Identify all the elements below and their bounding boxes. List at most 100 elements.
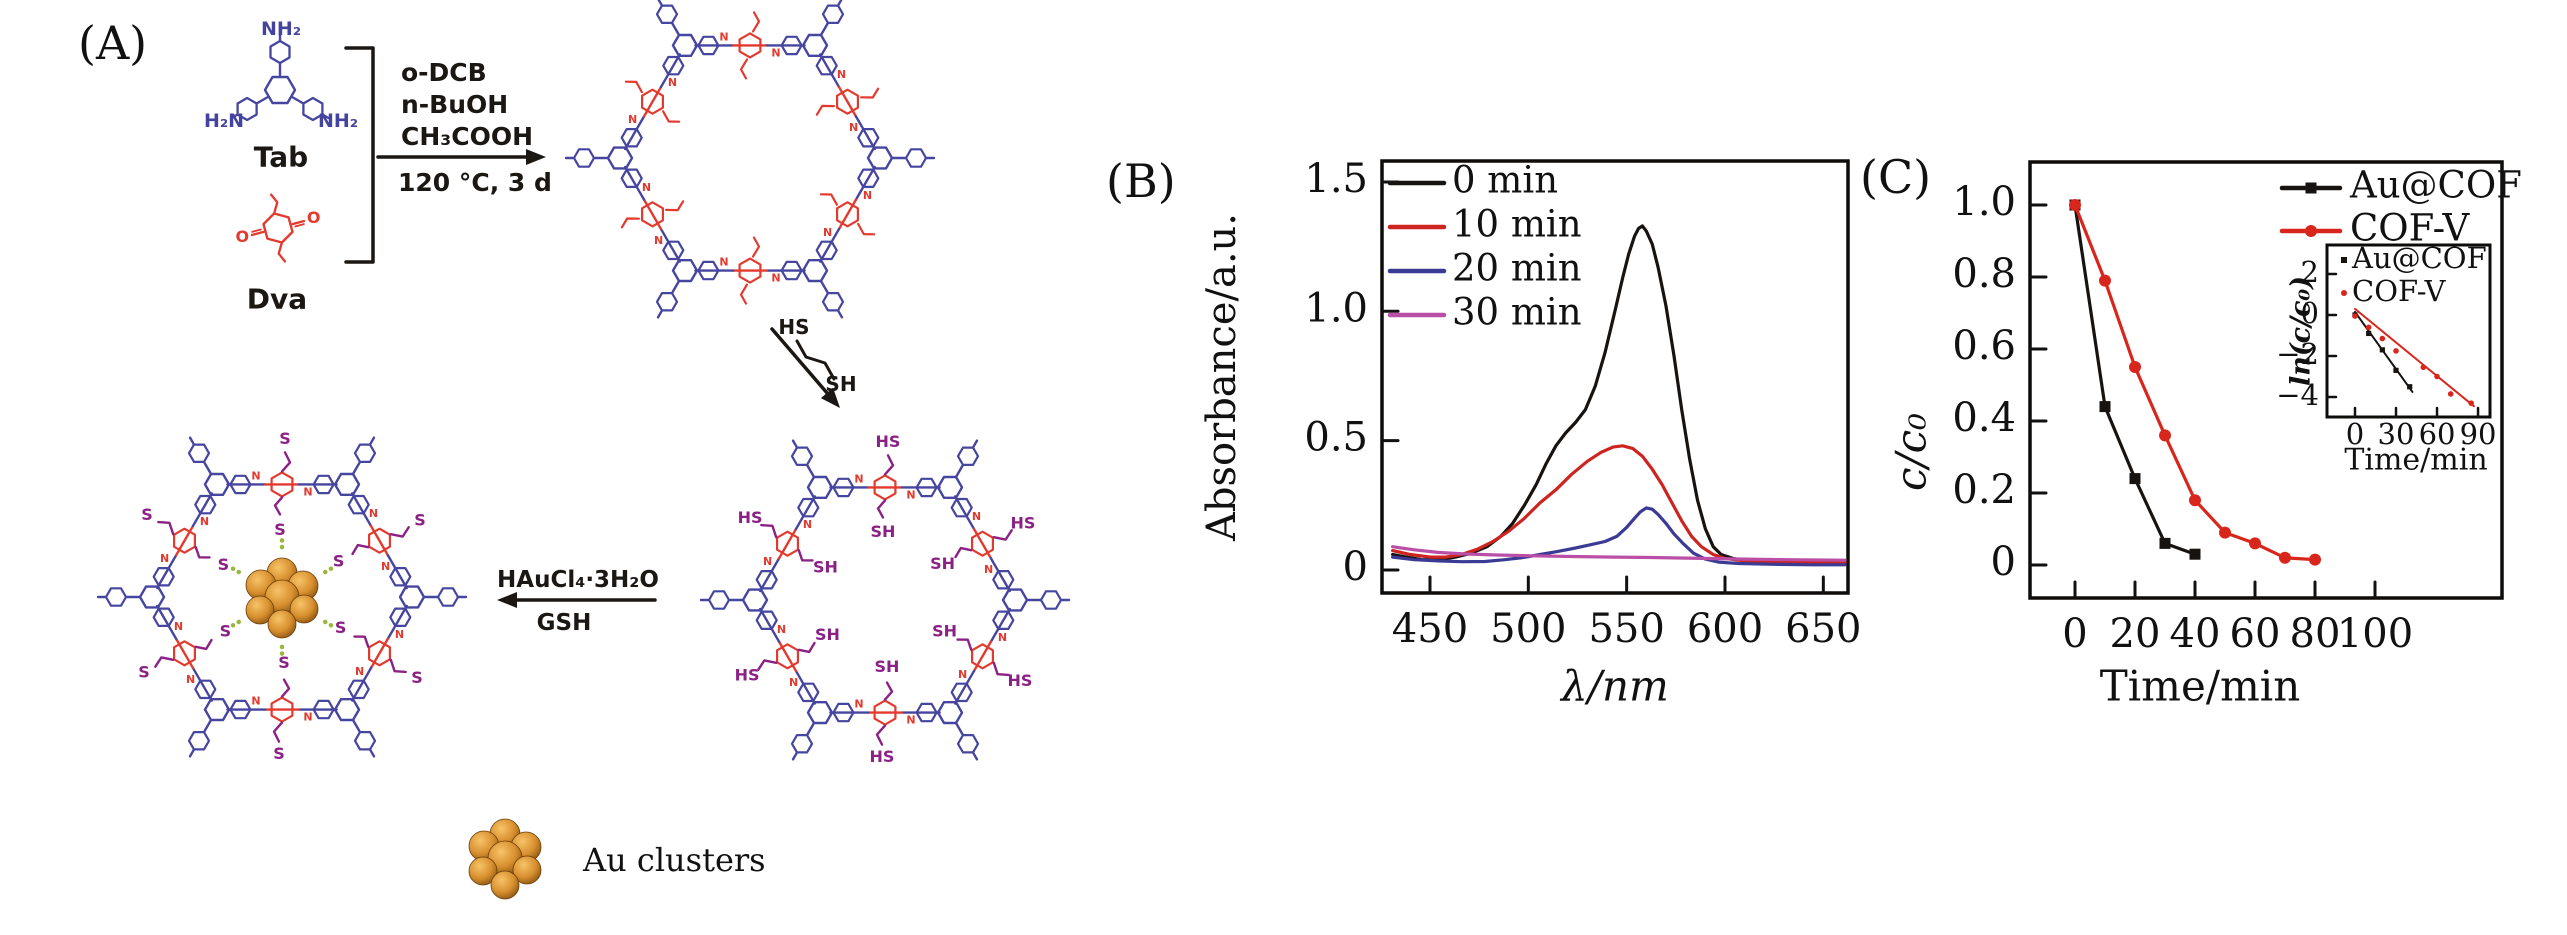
svg-label: N	[771, 272, 780, 285]
reagent-odcb: o-DCB	[401, 58, 487, 87]
svg-label: 0	[1991, 539, 2016, 585]
svg-label: N	[251, 695, 260, 708]
svg-label: N	[823, 226, 832, 239]
svg-label: HS	[735, 666, 760, 685]
svg-label: N	[777, 623, 786, 636]
panel-b-label: (B)	[1106, 154, 1176, 208]
svg-label: N	[854, 698, 863, 711]
svg-label: S	[141, 505, 153, 524]
uvvis-curves	[1390, 224, 1847, 567]
inset-x-axis-title: Time/min	[2344, 442, 2488, 478]
svg-label: N	[789, 676, 798, 689]
svg-label: N	[654, 234, 663, 247]
svg-label: N	[395, 628, 404, 641]
svg-label: N	[998, 631, 1007, 644]
svg-label: 0.6	[1952, 323, 2016, 369]
panel-c-label: (C)	[1860, 150, 1932, 204]
svg-label: HS	[876, 432, 901, 451]
svg-label: 40	[2170, 611, 2221, 657]
thiol-sh-label: SH	[825, 372, 857, 396]
svg-label: SH	[875, 657, 900, 676]
cof-ring-au: N N S S N N S S N N S S N N S S N N S S N N S S	[96, 429, 468, 763]
svg-label: N	[771, 46, 780, 59]
svg-label: 10 min	[1452, 203, 1582, 246]
svg-label: HS	[1008, 671, 1033, 690]
svg-label: SH	[932, 622, 957, 641]
svg-label: S	[220, 622, 232, 641]
svg-label: S	[335, 618, 347, 637]
svg-label: N	[972, 510, 981, 523]
svg-label: 30	[2378, 417, 2415, 451]
svg-label: SH	[930, 554, 955, 573]
svg-label: 0	[2346, 417, 2364, 451]
thiol-hs-label: HS	[778, 315, 810, 339]
svg-label: HS	[870, 747, 895, 766]
svg-label: S	[414, 510, 426, 529]
svg-label: HS	[1011, 513, 1036, 532]
svg-label: N	[803, 518, 812, 531]
svg-label: N	[303, 485, 312, 498]
svg-label: COF-V	[2352, 274, 2446, 308]
svg-label: N	[251, 469, 260, 482]
svg-label: 0	[2301, 296, 2319, 330]
uvvis-x-axis-title: λ/nm	[1561, 661, 1669, 711]
svg-label: N	[186, 673, 195, 686]
dva-structure: OO	[235, 193, 321, 263]
cof-ring-plain: N N N N N N N N N N N N	[564, 0, 936, 319]
svg-label: O	[235, 227, 249, 246]
tab-name: Tab	[253, 140, 309, 174]
svg-label: 1.5	[1304, 156, 1368, 202]
svg-label: 0	[2062, 611, 2087, 657]
inset-y-axis-title: ln(c/c₀)	[2285, 275, 2317, 387]
svg-label: COF-V	[2350, 207, 2470, 250]
svg-label: N	[369, 507, 378, 520]
svg-label: S	[138, 663, 150, 682]
svg-label: SH	[815, 625, 840, 644]
svg-label: S	[274, 520, 286, 539]
svg-label: N	[849, 121, 858, 134]
svg-label: −2	[2276, 337, 2319, 371]
svg-label: N	[863, 189, 872, 202]
svg-label: N	[642, 181, 651, 194]
svg-label: 60	[2230, 611, 2281, 657]
svg-label: S	[411, 668, 423, 687]
svg-label: N	[906, 714, 915, 727]
svg-label: N	[355, 665, 364, 678]
svg-label: N	[160, 552, 169, 565]
kinetics-y-axis-title: c/c₀	[1886, 412, 1936, 492]
svg-label: S	[218, 555, 230, 574]
svg-label: 0.4	[1952, 395, 2016, 441]
svg-label: 500	[1490, 606, 1566, 652]
svg-label: O	[307, 208, 321, 227]
svg-label: SH	[871, 522, 896, 541]
kinetics-x-axis-title: Time/min	[2099, 661, 2301, 711]
svg-label: N	[763, 555, 772, 568]
svg-label: Au@COF	[2349, 164, 2522, 207]
svg-label: 30 min	[1452, 291, 1582, 334]
svg-label: 0.8	[1952, 251, 2016, 297]
svg-label: S	[333, 551, 345, 570]
reagent-acoh: CH₃COOH	[401, 122, 533, 151]
svg-label: 0	[1343, 544, 1368, 590]
tab-amine-left-label: H₂N	[203, 110, 245, 132]
svg-label: N	[906, 488, 915, 501]
reagent-nbuoh: n-BuOH	[401, 90, 509, 119]
svg-label: S	[278, 653, 290, 672]
svg-label: −4	[2276, 378, 2319, 412]
svg-label: N	[719, 256, 728, 269]
svg-label: 0.2	[1952, 467, 2016, 513]
gold-reagent-label: HAuCl₄·3H₂O	[497, 567, 659, 593]
uvvis-frame	[1380, 159, 1850, 595]
svg-label: 80	[2290, 611, 2341, 657]
tab-amine-top-label: NH₂	[260, 18, 302, 40]
svg-label: N	[668, 76, 677, 89]
cof-ring-sh: N N HS SH N N HS SH N N HS SH N N HS SH N N HS SH N N HS SH	[699, 432, 1071, 766]
svg-label: 20	[2110, 611, 2161, 657]
svg-label: N	[958, 668, 967, 681]
panel-a-label: (A)	[78, 16, 148, 70]
svg-label: S	[273, 744, 285, 763]
svg-label: SH	[813, 557, 838, 576]
